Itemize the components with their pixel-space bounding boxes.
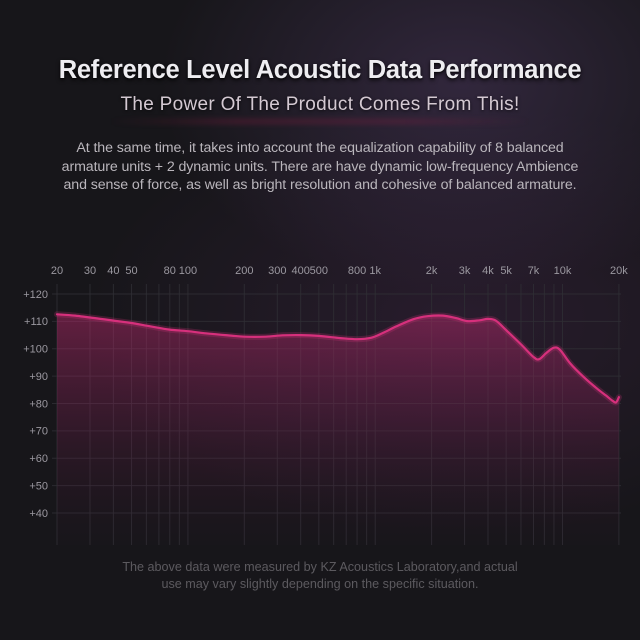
- response-curve-fill: [57, 314, 619, 545]
- y-axis-tick-label: +70: [29, 426, 48, 438]
- footer-line: use may vary slightly depending on the s…: [161, 577, 479, 591]
- x-axis-tick-label: 7k: [528, 265, 540, 277]
- x-axis-tick-label: 2k: [426, 265, 438, 277]
- y-axis-tick-label: +120: [23, 289, 48, 301]
- intro-line: and sense of force, as well as bright re…: [63, 177, 577, 194]
- footer-note: The above data were measured by KZ Acous…: [40, 559, 600, 593]
- y-axis-tick-label: +40: [29, 508, 48, 520]
- x-axis-tick-label: 400: [292, 265, 310, 277]
- x-axis-tick-label: 500: [310, 265, 328, 277]
- y-axis-tick-label: +110: [24, 316, 48, 328]
- x-axis-tick-label: 3k: [459, 265, 471, 277]
- intro-line: At the same time, it takes into account …: [76, 140, 564, 156]
- x-axis-tick-label: 20: [51, 265, 63, 277]
- x-axis-tick-label: 1k: [369, 265, 381, 277]
- y-axis-tick-label: +60: [29, 453, 48, 465]
- y-axis-tick-label: +80: [29, 398, 48, 410]
- footer-line: The above data were measured by KZ Acous…: [122, 560, 518, 574]
- x-axis-tick-label: 4k: [482, 265, 494, 277]
- x-axis-tick-label: 5k: [500, 265, 512, 277]
- x-axis-tick-label: 50: [125, 265, 137, 277]
- page-subtitle: The Power Of The Product Comes From This…: [120, 94, 520, 115]
- response-curve: [55, 313, 620, 404]
- x-axis-tick-label: 100: [179, 265, 197, 277]
- x-axis-tick-label: 300: [268, 265, 286, 277]
- x-axis-tick-label: 200: [235, 265, 253, 277]
- subtitle-glow-divider: [110, 118, 530, 125]
- x-axis-tick-label: 20k: [610, 265, 628, 277]
- page-title: Reference Level Acoustic Data Performanc…: [58, 56, 582, 84]
- y-axis-tick-label: +90: [29, 371, 48, 383]
- y-axis-tick-label: +50: [29, 480, 48, 492]
- x-axis-tick-label: 800: [348, 265, 366, 277]
- x-axis-tick-label: 30: [84, 265, 96, 277]
- x-axis-tick-label: 40: [107, 265, 119, 277]
- x-axis-tick-label: 80: [164, 265, 176, 277]
- intro-paragraph: At the same time, it takes into account …: [40, 139, 600, 195]
- chart-canvas: 20 30 40 50 80 100 200 300 400 500 800 1k 2k 3k 4k 5k 7k…: [23, 265, 628, 545]
- x-axis-tick-label: 10k: [554, 265, 572, 277]
- intro-line: armature units + 2 dynamic units. There …: [61, 158, 579, 175]
- y-axis-tick-label: +100: [23, 344, 48, 356]
- frequency-response-chart: 20 30 40 50 80 100 200 300 400 500 800 1k 2k 3k 4k 5k 7k…: [0, 250, 640, 550]
